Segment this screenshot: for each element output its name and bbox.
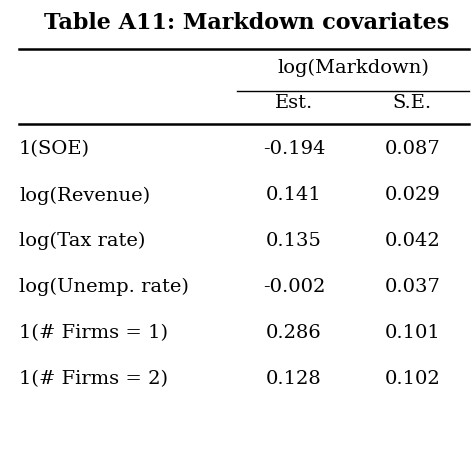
Text: -0.194: -0.194: [263, 140, 325, 158]
Text: 0.042: 0.042: [384, 232, 440, 250]
Text: Est.: Est.: [275, 94, 313, 111]
Text: log(Tax rate): log(Tax rate): [19, 232, 146, 250]
Text: 0.029: 0.029: [384, 186, 440, 204]
Text: Table A11: Markdown covariates: Table A11: Markdown covariates: [44, 12, 449, 34]
Text: 1(# Firms = 1): 1(# Firms = 1): [19, 324, 168, 342]
Text: 1(# Firms = 2): 1(# Firms = 2): [19, 370, 168, 388]
Text: 0.135: 0.135: [266, 232, 322, 250]
Text: log(Unemp. rate): log(Unemp. rate): [19, 278, 189, 296]
Text: 0.128: 0.128: [266, 370, 322, 388]
Text: log(Revenue): log(Revenue): [19, 186, 150, 205]
Text: 0.141: 0.141: [266, 186, 322, 204]
Text: 1(SOE): 1(SOE): [19, 140, 90, 158]
Text: 0.037: 0.037: [384, 278, 440, 296]
Text: -0.002: -0.002: [263, 278, 325, 296]
Text: 0.102: 0.102: [384, 370, 440, 388]
Text: 0.087: 0.087: [384, 140, 440, 158]
Text: 0.286: 0.286: [266, 324, 322, 342]
Text: log(Markdown): log(Markdown): [277, 58, 429, 77]
Text: 0.101: 0.101: [384, 324, 440, 342]
Text: S.E.: S.E.: [393, 94, 432, 111]
